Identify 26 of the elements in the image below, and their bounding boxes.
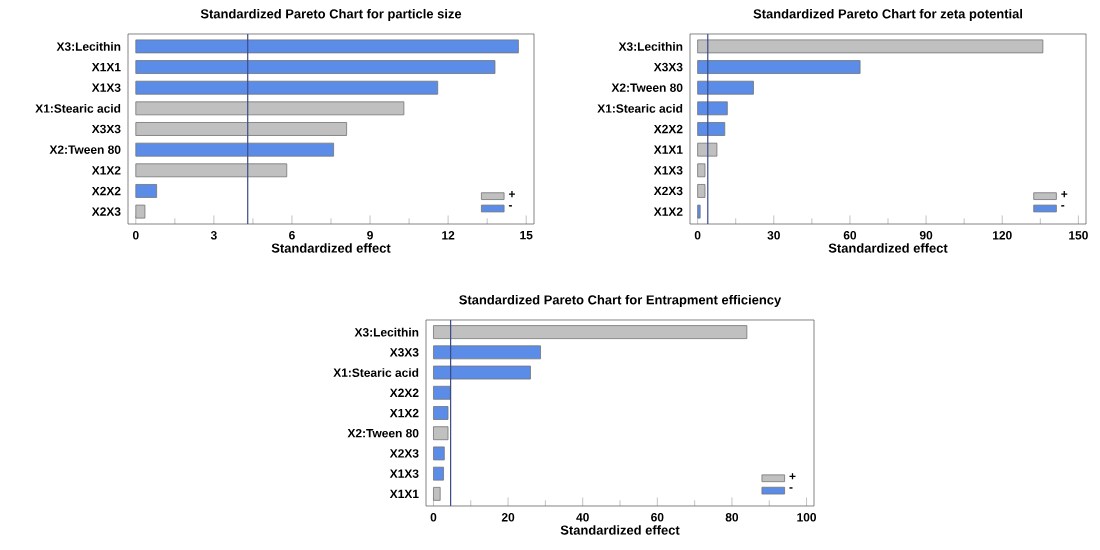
bar: [433, 466, 444, 481]
bar: [135, 122, 348, 136]
bar: [135, 80, 439, 95]
bar: [697, 39, 1044, 54]
bar: [433, 486, 441, 501]
bar: [433, 345, 541, 360]
bar: [135, 163, 288, 178]
bar: [433, 406, 449, 420]
bar: [135, 39, 519, 54]
bar: [697, 101, 728, 116]
bar: [697, 184, 706, 198]
bar: [433, 426, 449, 441]
bar: [697, 80, 754, 95]
bar: [433, 446, 445, 461]
bar: [697, 163, 706, 178]
bar: [135, 60, 496, 74]
bar: [697, 122, 726, 136]
bar: [433, 385, 451, 400]
bar: [433, 365, 531, 380]
bar: [135, 204, 146, 219]
bar: [697, 60, 861, 74]
bar: [135, 101, 405, 116]
bar: [433, 325, 748, 340]
bar: [697, 142, 718, 157]
bar: [135, 184, 158, 198]
bar: [135, 142, 335, 157]
